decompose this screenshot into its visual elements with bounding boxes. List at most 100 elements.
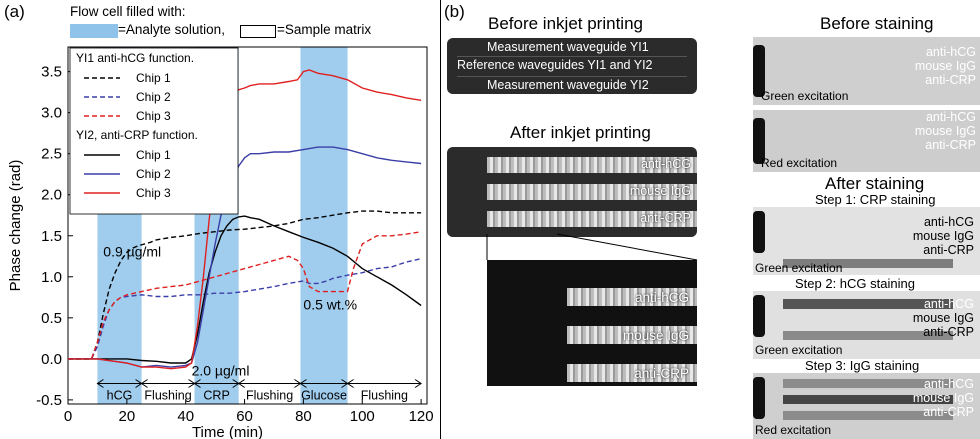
zoom-label-anti-crp: anti-CRP (634, 366, 689, 381)
printed-stripe (487, 211, 697, 227)
phase-label: CRP (203, 388, 229, 402)
phase-label: Flushing (144, 388, 191, 402)
step3-label-anti-crp: anti-CRP (923, 405, 974, 419)
x-tick-label: 80 (295, 408, 312, 425)
waveguide-line (457, 56, 687, 57)
panel-b-label: (b) (444, 2, 465, 21)
bs-green-label-mouse-igg: mouse IgG (914, 59, 976, 73)
step1-label-anti-hcg: anti-hCG (923, 215, 974, 229)
arrow-head (346, 379, 354, 388)
before-staining-title: Before staining (820, 14, 934, 33)
green-excitation-label: Green excitation (755, 261, 843, 275)
series-line (68, 210, 422, 360)
analyte-legend-swatch (70, 24, 118, 38)
annotation-2-0: 2.0 µg/ml (192, 362, 250, 378)
green-excitation-label: Green excitation (761, 89, 849, 103)
zoomed-printing-image: anti-hCG mouse IgG anti-CRP (487, 260, 697, 386)
printed-stripe (487, 184, 697, 200)
chip-edge (753, 118, 765, 164)
step2-title: Step 2: hCG staining (795, 276, 915, 291)
panel-divider (440, 0, 441, 439)
y-axis-label: Phase change (rad) (7, 160, 24, 292)
legend-entry: Chip 1 (136, 148, 171, 162)
zoomed-stripe (567, 288, 697, 306)
waveguide-line (457, 76, 687, 77)
spot-label-anti-hcg: anti-hCG (640, 157, 691, 171)
stained-stripe (783, 395, 953, 404)
matrix-legend-swatch (240, 25, 276, 38)
y-tick-label: 0.5 (41, 310, 62, 327)
arrow-head (299, 379, 307, 388)
step1-image: anti-hCG mouse IgG anti-CRP Green excita… (753, 207, 980, 275)
phase-label: Glucose (301, 388, 347, 402)
arrow-head (140, 379, 148, 388)
phase-change-chart: -0.5 0.0 0.5 1.0 1.5 2.0 2.5 3.0 3.5 0 20 40 60 80 100… (7, 46, 434, 439)
legend-entry: Chip 2 (136, 90, 171, 104)
red-excitation-label: Red excitation (755, 423, 832, 437)
before-printing-image: Measurement waveguide YI1 Reference wave… (447, 38, 697, 94)
arrow-head (193, 379, 201, 388)
flow-cell-header: Flow cell filled with: (70, 4, 186, 19)
green-excitation-label: Green excitation (755, 343, 843, 357)
chip-edge (753, 295, 765, 337)
stained-stripe (783, 299, 953, 309)
step2-label-anti-hcg: anti-hCG (923, 297, 974, 311)
step2-label-anti-crp: anti-CRP (923, 325, 974, 339)
panel-a-label: (a) (4, 2, 25, 21)
y-tick-label: 0.0 (41, 351, 62, 368)
x-tick-label: 100 (350, 408, 375, 425)
stained-stripe (783, 411, 953, 420)
phase-label: Flushing (246, 388, 293, 402)
legend-box (69, 47, 239, 215)
printed-stripe (487, 157, 697, 173)
series-line (68, 231, 422, 360)
after-printing-image: anti-hCG mouse IgG anti-CRP (447, 147, 697, 237)
before-staining-green-image: anti-hCG mouse IgG anti-CRP Green excita… (753, 37, 980, 105)
after-staining-title: After staining (825, 174, 925, 193)
legend-entry: Chip 1 (136, 71, 171, 85)
plot-frame (67, 46, 428, 405)
chip-edge (753, 45, 765, 97)
step2-image: anti-hCG mouse IgG anti-CRP Green excita… (753, 291, 980, 359)
analyte-band (300, 47, 348, 404)
bs-red-label-anti-hcg: anti-hCG (925, 110, 976, 124)
red-excitation-label: Red excitation (761, 156, 838, 170)
step2-label-mouse-igg: mouse IgG (912, 311, 974, 325)
reference-waveguide-label: Reference waveguides YI1 and YI2 (457, 58, 653, 72)
zoom-label-anti-hcg: anti-hCG (634, 290, 689, 305)
arrow-head (414, 379, 423, 388)
chip-edge (753, 211, 765, 253)
arrow-head (96, 379, 104, 388)
stained-stripe (783, 379, 953, 388)
spot-label-anti-crp: anti-CRP (640, 211, 691, 225)
waveguide-yi2-label: Measurement waveguide YI2 (487, 78, 649, 92)
annotation-0-5: 0.5 wt.% (303, 297, 357, 313)
x-tick-label: 40 (177, 408, 194, 425)
before-staining-red-image: anti-hCG mouse IgG anti-CRP Red excitati… (753, 110, 980, 172)
arrow-head (237, 379, 245, 388)
stained-stripe (783, 331, 953, 340)
after-printing-title: After inkjet printing (510, 123, 651, 142)
legend-entry: Chip 3 (136, 109, 171, 123)
y-tick-label: 3.5 (41, 64, 62, 81)
step3-label-anti-hcg: anti-hCG (923, 377, 974, 391)
series-line (68, 215, 422, 364)
zoomed-stripe (567, 364, 697, 382)
stained-stripe (783, 259, 953, 268)
bs-red-label-anti-crp: anti-CRP (925, 138, 976, 152)
step1-title: Step 1: CRP staining (815, 192, 936, 207)
spot-label-mouse-igg: mouse IgG (629, 184, 691, 198)
before-printing-title: Before inkjet printing (488, 14, 643, 33)
y-tick-label: 1.0 (41, 269, 62, 286)
y-tick-label: 3.0 (41, 105, 62, 122)
bs-red-label-mouse-igg: mouse IgG (914, 124, 976, 138)
y-tick-label: 2.0 (41, 187, 62, 204)
bs-green-label-anti-crp: anti-CRP (925, 73, 976, 87)
x-tick-label: 60 (236, 408, 253, 425)
phase-label: Flushing (361, 388, 408, 402)
phase-label: hCG (107, 388, 133, 402)
zoom-lines (486, 233, 698, 261)
zoomed-stripe (567, 326, 697, 344)
x-tick-label: 0 (64, 408, 72, 425)
step3-image: anti-hCG mouse IgG anti-CRP Red excitati… (753, 373, 980, 439)
